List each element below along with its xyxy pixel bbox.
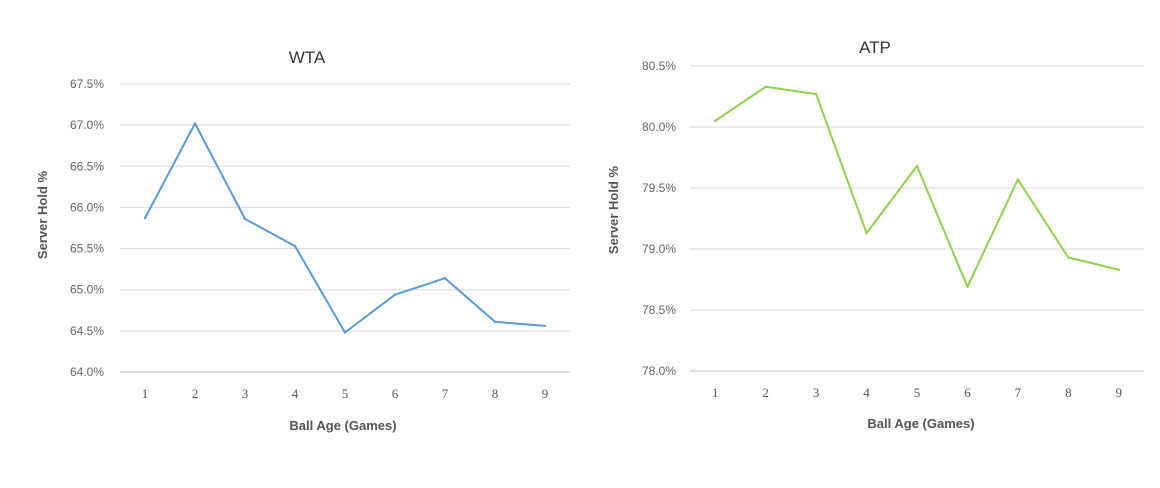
- x-tick-label: 7: [1015, 385, 1022, 400]
- x-axis-ticks: 1 2 3 4 5 6 7 8 9: [712, 385, 1122, 400]
- x-tick-label: 4: [863, 385, 870, 400]
- y-tick-label: 80.5%: [642, 59, 676, 73]
- data-point: [1117, 268, 1120, 271]
- y-tick-label: 65.5%: [70, 242, 104, 256]
- x-tick-label: 3: [242, 386, 249, 401]
- x-tick-label: 2: [192, 386, 199, 401]
- x-tick-label: 6: [964, 385, 971, 400]
- x-tick-label: 9: [1116, 385, 1123, 400]
- data-point: [243, 217, 247, 221]
- data-point: [293, 244, 297, 248]
- x-tick-label: 3: [813, 385, 820, 400]
- data-point: [343, 331, 347, 334]
- data-point: [714, 119, 717, 123]
- x-tick-label: 7: [442, 386, 449, 401]
- x-tick-label: 5: [914, 385, 921, 400]
- x-tick-label: 8: [492, 386, 499, 401]
- y-tick-label: 79.5%: [642, 181, 676, 195]
- data-point: [915, 164, 919, 168]
- y-tick-label: 78.0%: [642, 364, 676, 378]
- x-tick-label: 2: [762, 385, 769, 400]
- y-tick-label: 80.0%: [642, 120, 676, 134]
- x-axis-title: Ball Age (Games): [867, 416, 974, 431]
- series-line: [714, 85, 1120, 288]
- wta-chart: WTA 64.0%64.5%65.0%65.5%66.0%66.5%67.0%6…: [35, 48, 570, 433]
- data-point: [764, 85, 767, 88]
- series-layer: [143, 122, 547, 334]
- atp-chart: ATP 78.0% 78.5% 79.0% 79.5% 80.0% 80.5% 1 2 3 4 5…: [606, 38, 1144, 431]
- chart-title: WTA: [289, 48, 326, 67]
- y-axis-ticks: 64.0% 64.5% 65.0% 65.5% 66.0% 66.5% 67.0% 67.5%: [70, 77, 104, 379]
- data-point: [1067, 256, 1070, 259]
- x-tick-label: 6: [392, 386, 399, 401]
- data-point: [865, 231, 868, 235]
- x-tick-label: 1: [712, 385, 719, 400]
- data-point: [143, 216, 147, 220]
- y-tick-label: 67.5%: [70, 77, 104, 91]
- y-tick-label: 78.5%: [642, 303, 676, 317]
- data-point: [443, 276, 447, 280]
- y-tick-label: 64.5%: [70, 324, 104, 338]
- data-point: [1016, 178, 1020, 181]
- gridlines: [120, 83, 570, 373]
- x-tick-label: 5: [342, 386, 349, 401]
- x-tick-label: 1: [142, 386, 149, 401]
- x-axis-ticks: 1 2 3 4 5 6 7 8 9: [142, 386, 549, 401]
- x-tick-label: 4: [292, 386, 299, 401]
- gridlines: [690, 65, 1144, 372]
- data-point: [393, 293, 397, 296]
- series-layer: [714, 85, 1120, 289]
- y-axis-ticks: 78.0% 78.5% 79.0% 79.5% 80.0% 80.5%: [642, 59, 676, 378]
- y-tick-label: 79.0%: [642, 242, 676, 256]
- data-point: [966, 285, 969, 289]
- data-point: [193, 122, 197, 125]
- x-axis-title: Ball Age (Games): [289, 418, 396, 433]
- y-axis-title: Server Hold %: [606, 165, 621, 254]
- data-point: [814, 92, 818, 96]
- y-axis-title: Server Hold %: [35, 170, 50, 259]
- y-tick-label: 67.0%: [70, 118, 104, 132]
- data-point: [493, 320, 497, 324]
- x-tick-label: 8: [1065, 385, 1072, 400]
- chart-title: ATP: [859, 38, 891, 57]
- x-tick-label: 9: [542, 386, 549, 401]
- y-tick-label: 64.0%: [70, 365, 104, 379]
- y-tick-label: 66.0%: [70, 200, 104, 214]
- y-tick-label: 65.0%: [70, 283, 104, 297]
- data-point: [543, 324, 547, 328]
- y-tick-label: 66.5%: [70, 159, 104, 173]
- series-line: [144, 122, 546, 334]
